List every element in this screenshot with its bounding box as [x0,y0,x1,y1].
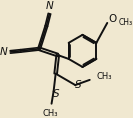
Text: CH₃: CH₃ [119,18,133,27]
Text: S: S [75,80,82,90]
Text: CH₃: CH₃ [97,72,112,81]
Text: S: S [53,89,59,99]
Text: N: N [46,0,53,11]
Text: O: O [108,14,117,24]
Text: CH₃: CH₃ [43,109,58,118]
Text: N: N [0,47,8,57]
